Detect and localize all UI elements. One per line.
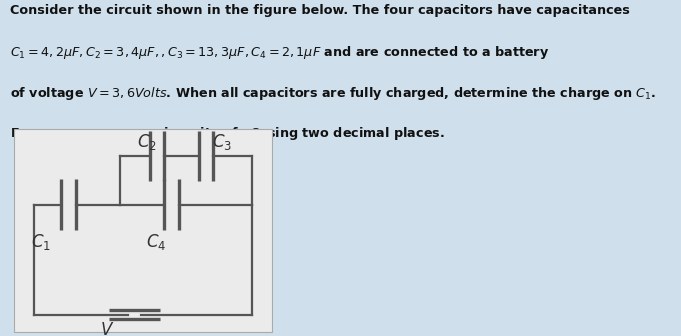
- Text: $C_3$: $C_3$: [212, 132, 232, 152]
- Text: Express your answer in units of $\mu C$using two decimal places.: Express your answer in units of $\mu C$u…: [10, 125, 445, 142]
- Text: $V$: $V$: [100, 321, 114, 336]
- Text: $C_1$: $C_1$: [31, 232, 52, 252]
- Text: $C_1 = 4, 2\mu F, C_2 = 3, 4\mu F, , C_3 = 13, 3\mu F, C_4 = 2, 1\mu F$ and are : $C_1 = 4, 2\mu F, C_2 = 3, 4\mu F, , C_3…: [10, 44, 550, 61]
- Text: $C_4$: $C_4$: [146, 232, 166, 252]
- Text: Consider the circuit shown in the figure below. The four capacitors have capacit: Consider the circuit shown in the figure…: [10, 4, 630, 17]
- Text: $C_2$: $C_2$: [138, 132, 157, 152]
- Text: of voltage $V = 3, 6Volts$. When all capacitors are fully charged, determine the: of voltage $V = 3, 6Volts$. When all cap…: [10, 85, 656, 102]
